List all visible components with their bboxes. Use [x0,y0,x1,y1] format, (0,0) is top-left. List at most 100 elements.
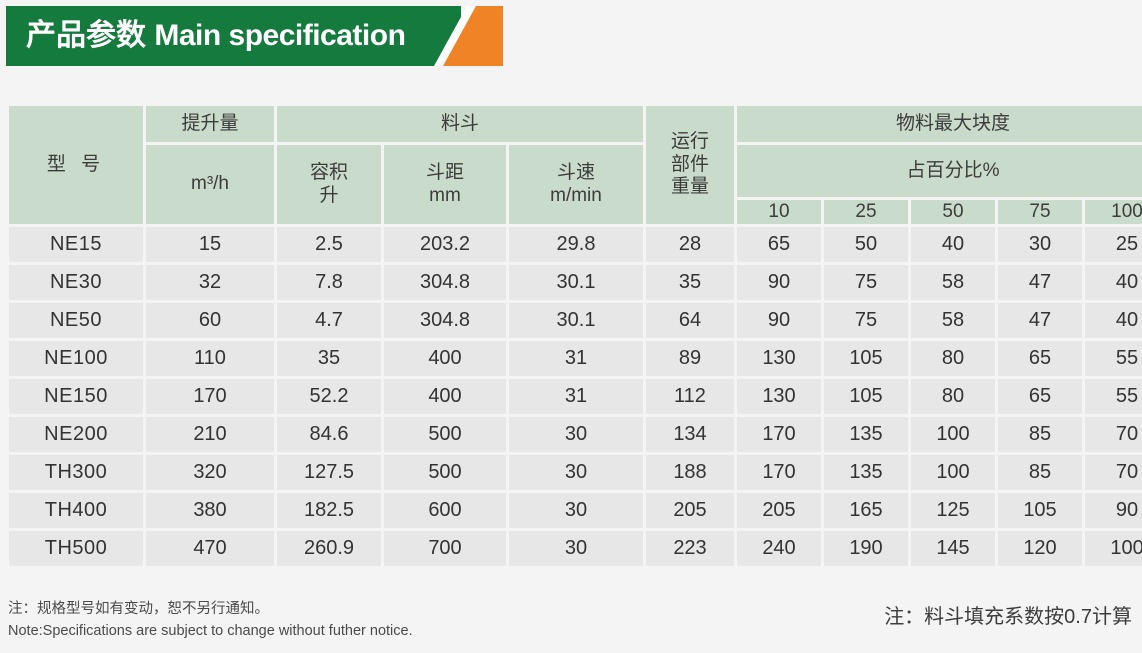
cell-capacity: 15 [146,227,274,262]
table-row: TH300 320 127.5 500 30 188 170 135 100 85 70 [9,455,1142,490]
cell-capacity: 32 [146,265,274,300]
cell-capacity: 110 [146,341,274,376]
cell-model: NE150 [9,379,143,414]
header-row-2: m³/h 容积 升 斗距 mm 斗速 m/min 占百分比% [9,145,1142,224]
cell-p75: 105 [998,493,1082,528]
cell-weight: 134 [646,417,734,452]
cell-p25: 135 [824,455,908,490]
cell-speed: 31 [509,341,643,376]
cell-p100: 40 [1085,303,1142,338]
cell-speed: 29.8 [509,227,643,262]
cell-p50: 125 [911,493,995,528]
cell-pitch: 203.2 [384,227,506,262]
cell-weight: 112 [646,379,734,414]
footnote-left-cn: 注：规格型号如有变动，恕不另行通知。 [8,601,269,617]
cell-p75: 30 [998,227,1082,262]
table-head: 型 号 提升量 料斗 运行 部件 重量 物料最大块度 m³/h 容积 升 斗距 … [9,106,1142,224]
cell-model: NE100 [9,341,143,376]
cell-p75: 85 [998,455,1082,490]
cell-weight: 223 [646,531,734,566]
header-row-1: 型 号 提升量 料斗 运行 部件 重量 物料最大块度 [9,106,1142,224]
header-hopper-volume-line1: 容积 [309,162,348,184]
cell-weight: 35 [646,265,734,300]
cell-pitch: 500 [384,417,506,452]
banner-title-en: Main specification [154,19,406,52]
cell-p25: 75 [824,265,908,300]
cell-capacity: 470 [146,531,274,566]
cell-p50: 58 [911,303,995,338]
header-hopper-group: 料斗 [277,106,643,142]
cell-p75: 65 [998,379,1082,414]
header-percent-group: 占百分比% [737,145,1142,197]
header-running-weight-line3: 重量 [670,176,709,198]
cell-pitch: 304.8 [384,265,506,300]
cell-p10: 130 [737,341,821,376]
cell-volume: 84.6 [277,417,381,452]
cell-p10: 240 [737,531,821,566]
cell-model: NE200 [9,417,143,452]
header-capacity-unit: m³/h [146,145,274,224]
cell-volume: 260.9 [277,531,381,566]
cell-p25: 105 [824,379,908,414]
header-hopper-volume: 容积 升 [277,145,381,224]
header-hopper-pitch: 斗距 mm [384,145,506,224]
cell-p10: 170 [737,417,821,452]
cell-model: NE15 [9,227,143,262]
cell-speed: 30 [509,455,643,490]
cell-pitch: 304.8 [384,303,506,338]
cell-p25: 165 [824,493,908,528]
cell-p50: 40 [911,227,995,262]
cell-p100: 40 [1085,265,1142,300]
cell-model: NE30 [9,265,143,300]
header-percent-75: 75 [998,200,1082,224]
cell-p100: 55 [1085,379,1142,414]
cell-p100: 25 [1085,227,1142,262]
cell-p75: 65 [998,341,1082,376]
table-row: TH500 470 260.9 700 30 223 240 190 145 120 100 [9,531,1142,566]
header-hopper-speed-line1: 斗速 [556,162,595,184]
cell-p25: 135 [824,417,908,452]
header-hopper-pitch-line2: mm [429,184,461,206]
header-running-weight-line2: 部件 [670,153,709,175]
header-hopper-pitch-line1: 斗距 [425,162,464,184]
cell-p100: 90 [1085,493,1142,528]
cell-p75: 85 [998,417,1082,452]
cell-model: TH400 [9,493,143,528]
cell-speed: 30 [509,493,643,528]
cell-speed: 30.1 [509,265,643,300]
cell-volume: 35 [277,341,381,376]
cell-volume: 182.5 [277,493,381,528]
header-percent-10: 10 [737,200,821,224]
cell-p100: 70 [1085,417,1142,452]
banner-title-cn: 产品参数 [26,19,146,52]
cell-p25: 190 [824,531,908,566]
header-percent-25: 25 [824,200,908,224]
header-model: 型 号 [9,106,143,224]
cell-volume: 4.7 [277,303,381,338]
header-running-weight: 运行 部件 重量 [646,106,734,224]
header-hopper-volume-line2: 升 [319,184,339,206]
cell-speed: 30 [509,417,643,452]
specification-table: 型 号 提升量 料斗 运行 部件 重量 物料最大块度 m³/h 容积 升 斗距 … [6,103,1142,569]
cell-model: TH500 [9,531,143,566]
cell-p50: 80 [911,379,995,414]
header-percent-50: 50 [911,200,995,224]
cell-p75: 47 [998,303,1082,338]
table-row: NE30 32 7.8 304.8 30.1 35 90 75 58 47 40 [9,265,1142,300]
footnote-right: 注：料斗填充系数按0.7计算 [884,606,1132,628]
cell-pitch: 400 [384,379,506,414]
cell-weight: 188 [646,455,734,490]
table-row: NE150 170 52.2 400 31 112 130 105 80 65 55 [9,379,1142,414]
header-lump-group: 物料最大块度 [737,106,1142,142]
cell-weight: 64 [646,303,734,338]
cell-p10: 90 [737,265,821,300]
cell-capacity: 320 [146,455,274,490]
cell-p50: 58 [911,265,995,300]
cell-speed: 30.1 [509,303,643,338]
cell-volume: 2.5 [277,227,381,262]
table-row: NE200 210 84.6 500 30 134 170 135 100 85 70 [9,417,1142,452]
cell-pitch: 500 [384,455,506,490]
cell-pitch: 600 [384,493,506,528]
cell-volume: 7.8 [277,265,381,300]
cell-p50: 100 [911,455,995,490]
